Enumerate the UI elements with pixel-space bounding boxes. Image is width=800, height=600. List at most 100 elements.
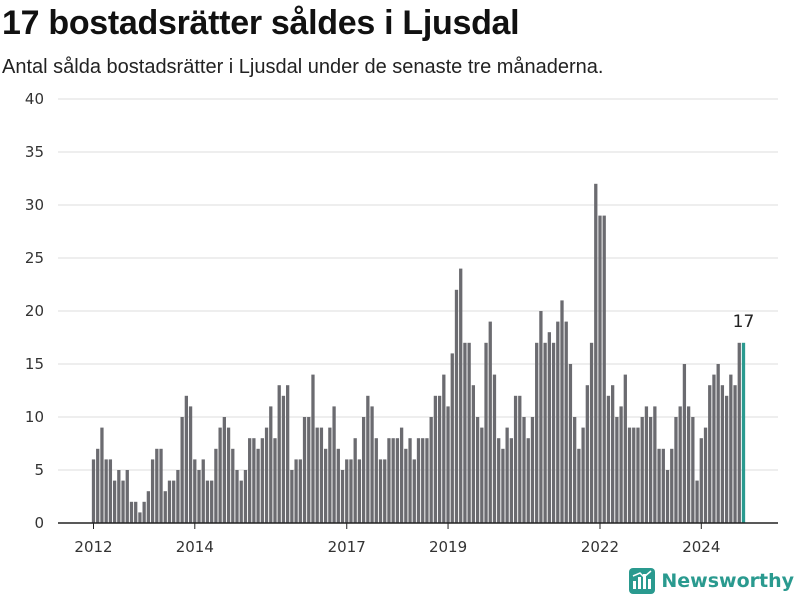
bar xyxy=(370,406,374,523)
bar xyxy=(180,417,184,523)
bar xyxy=(454,289,459,523)
bar xyxy=(716,364,720,523)
bar xyxy=(125,470,129,523)
y-tick-label: 5 xyxy=(34,461,44,479)
bar xyxy=(184,395,188,523)
bar xyxy=(408,438,412,523)
bar xyxy=(471,385,476,523)
bar xyxy=(336,448,340,523)
bar xyxy=(286,385,290,523)
bar xyxy=(551,342,556,523)
bar xyxy=(112,480,117,523)
bar xyxy=(357,459,362,523)
bar xyxy=(273,438,277,523)
brand-name: Newsworthy xyxy=(661,570,794,592)
bar xyxy=(218,427,222,523)
bar xyxy=(176,470,180,523)
bar xyxy=(606,395,611,523)
bar xyxy=(302,417,307,523)
bar xyxy=(581,427,585,523)
bar xyxy=(172,480,176,523)
bar xyxy=(724,395,729,523)
bar xyxy=(159,448,163,523)
bar xyxy=(678,406,682,523)
bar xyxy=(653,406,657,523)
bar xyxy=(661,448,665,523)
bars xyxy=(91,183,746,524)
bar xyxy=(193,459,197,523)
bar xyxy=(619,406,623,523)
bar-latest xyxy=(741,342,746,523)
y-tick-label: 30 xyxy=(25,196,44,214)
bar xyxy=(475,417,480,523)
bar xyxy=(649,417,653,523)
x-tick-label: 2024 xyxy=(682,538,720,556)
bar xyxy=(311,374,315,523)
bar xyxy=(446,406,450,523)
bar xyxy=(442,374,446,523)
bar xyxy=(564,321,568,523)
bar xyxy=(167,480,172,523)
bar xyxy=(425,438,429,523)
bar xyxy=(134,501,138,523)
bar xyxy=(277,385,281,523)
bar xyxy=(248,438,252,523)
bar xyxy=(340,470,345,523)
bar xyxy=(197,470,201,523)
bar xyxy=(383,459,387,523)
bar xyxy=(594,183,598,524)
bar xyxy=(699,438,703,523)
bar xyxy=(332,406,336,523)
bar xyxy=(222,417,226,523)
bar xyxy=(231,448,235,523)
x-tick-label: 2012 xyxy=(74,538,112,556)
y-axis: 0 5 10 15 20 25 30 35 40 xyxy=(25,90,44,532)
bar xyxy=(361,417,366,523)
bar xyxy=(611,385,615,523)
bar xyxy=(138,512,142,523)
bar xyxy=(256,448,260,523)
bar xyxy=(345,459,349,523)
x-tick-label: 2014 xyxy=(176,538,214,556)
bar xyxy=(450,353,454,523)
chart-subtitle: Antal sålda bostadsrätter i Ljusdal unde… xyxy=(2,56,604,78)
annotations: 17 xyxy=(733,312,755,332)
bar xyxy=(644,406,649,523)
bar xyxy=(117,470,121,523)
bar xyxy=(560,300,564,523)
bar xyxy=(399,427,404,523)
y-tick-label: 10 xyxy=(25,408,44,426)
bar xyxy=(484,342,488,523)
bar xyxy=(589,342,594,523)
bar xyxy=(737,342,741,523)
bar xyxy=(518,395,522,523)
bar xyxy=(324,448,328,523)
bar xyxy=(269,406,273,523)
grid-lines xyxy=(58,98,778,471)
bar xyxy=(602,215,606,523)
bar xyxy=(391,438,395,523)
bar xyxy=(636,427,640,523)
y-tick-label: 20 xyxy=(25,302,44,320)
bar xyxy=(459,268,463,523)
bar xyxy=(657,448,661,523)
chart-title: 17 bostadsrätter såldes i Ljusdal xyxy=(2,4,520,42)
bar xyxy=(539,311,543,523)
bar xyxy=(712,374,716,523)
bar xyxy=(695,480,699,523)
bar xyxy=(108,459,113,523)
bar xyxy=(315,427,319,523)
bar xyxy=(501,448,505,523)
y-tick-label: 0 xyxy=(34,514,44,532)
bar xyxy=(252,438,256,523)
bar xyxy=(686,406,691,523)
bar xyxy=(513,395,518,523)
bar xyxy=(556,321,560,523)
y-tick-label: 25 xyxy=(25,249,44,267)
bar xyxy=(319,427,324,523)
bar xyxy=(421,438,425,523)
bar xyxy=(155,448,159,523)
bar xyxy=(416,438,421,523)
bar xyxy=(214,448,218,523)
y-tick-label: 35 xyxy=(25,143,44,161)
